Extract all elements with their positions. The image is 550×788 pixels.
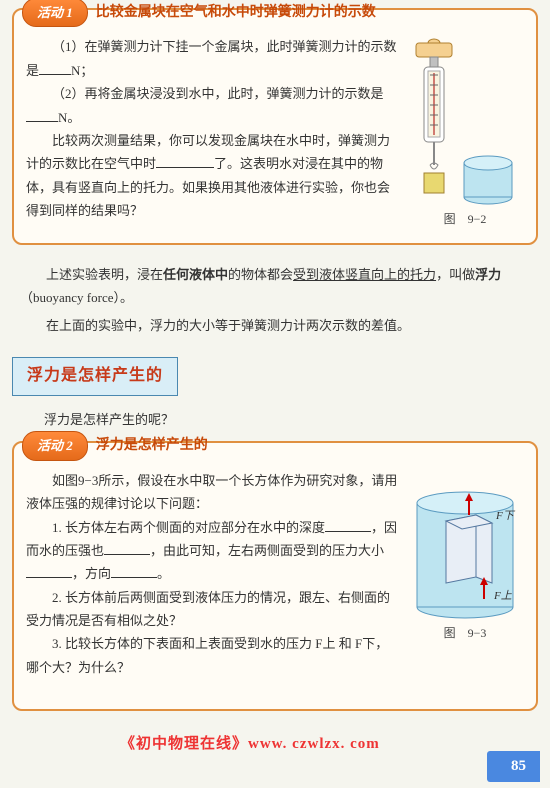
- m1g: （buoyancy force）。: [20, 290, 133, 305]
- a1-p2a: （2）再将金属块浸没到水中，此时，弹簧测力计的示数是: [52, 86, 384, 101]
- activity-2-pill: 活动 2: [22, 431, 88, 460]
- a1-p1b: N；: [71, 63, 93, 78]
- blank: [26, 564, 72, 578]
- mid-paragraphs: 上述实验表明，浸在任何液体中的物体都会受到液体竖直向上的托力，叫做浮力 （buoy…: [12, 259, 538, 351]
- m1c: 的物体都会: [228, 267, 293, 282]
- m1f: 浮力: [475, 267, 501, 282]
- activity-1-pill: 活动 1: [22, 0, 88, 27]
- cuboid-in-water-diagram: F下 F上: [406, 469, 524, 619]
- m1a: 上述实验表明，浸在: [46, 267, 163, 282]
- blank: [111, 564, 157, 578]
- m1b: 任何液体中: [163, 267, 228, 282]
- blank: [104, 541, 150, 555]
- spring-scale-diagram: [406, 35, 518, 205]
- figure-9-3-caption: 图 9−3: [406, 623, 524, 645]
- blank: [26, 107, 58, 121]
- a2-1a: 1. 长方体左右两个侧面的对应部分在水中的深度: [52, 520, 325, 535]
- figure-9-2-caption: 图 9−2: [406, 209, 524, 231]
- a2-1c: ，由此可知，左右两侧面受到的压力大小: [150, 543, 384, 558]
- a2-2: 2. 长方体前后两侧面受到液体压力的情况，跟左、右侧面的受力情况是否有相似之处？: [26, 586, 398, 633]
- a1-p2b: N。: [58, 110, 80, 125]
- activity-1-title: 比较金属块在空气和水中时弹簧测力计的示数: [96, 0, 376, 25]
- m2: 在上面的实验中，浮力的大小等于弹簧测力计两次示数的差值。: [20, 314, 530, 337]
- activity-1-box: 活动 1 比较金属块在空气和水中时弹簧测力计的示数 （1）在弹簧测力计下挂一个金…: [12, 8, 538, 245]
- activity-2-title: 浮力是怎样产生的: [96, 433, 208, 458]
- a2-1e: 。: [157, 566, 170, 581]
- watermark: 《初中物理在线》www. czwlzx. com: [120, 731, 380, 758]
- m1d: 受到液体竖直向上的托力: [293, 267, 436, 282]
- a2-intro: 如图9−3所示，假设在水中取一个长方体作为研究对象，请用液体压强的规律讨论以下问…: [26, 469, 398, 516]
- activity-2-text: 如图9−3所示，假设在水中取一个长方体作为研究对象，请用液体压强的规律讨论以下问…: [26, 469, 398, 680]
- a2-3: 3. 比较长方体的下表面和上表面受到水的压力 F上 和 F下，哪个大？为什么？: [26, 632, 398, 679]
- figure-9-3: F下 F上 图 9−3: [406, 469, 524, 680]
- f-down-label: F下: [495, 510, 516, 522]
- blank: [39, 60, 71, 74]
- blank: [325, 517, 371, 531]
- blank: [156, 154, 214, 168]
- section-heading: 浮力是怎样产生的: [12, 357, 178, 396]
- activity-1-header: 活动 1 比较金属块在空气和水中时弹簧测力计的示数: [22, 0, 524, 27]
- a2-1d: ，方向: [72, 566, 111, 581]
- page-number: 85: [487, 751, 540, 782]
- activity-1-text: （1）在弹簧测力计下挂一个金属块，此时弹簧测力计的示数是N； （2）再将金属块浸…: [26, 35, 398, 231]
- activity-2-box: 活动 2 浮力是怎样产生的 如图9−3所示，假设在水中取一个长方体作为研究对象，…: [12, 441, 538, 711]
- f-up-label: F上: [493, 589, 513, 602]
- figure-9-2: 图 9−2: [406, 35, 524, 231]
- m1e: ，叫做: [436, 267, 475, 282]
- activity-2-header: 活动 2 浮力是怎样产生的: [22, 431, 524, 460]
